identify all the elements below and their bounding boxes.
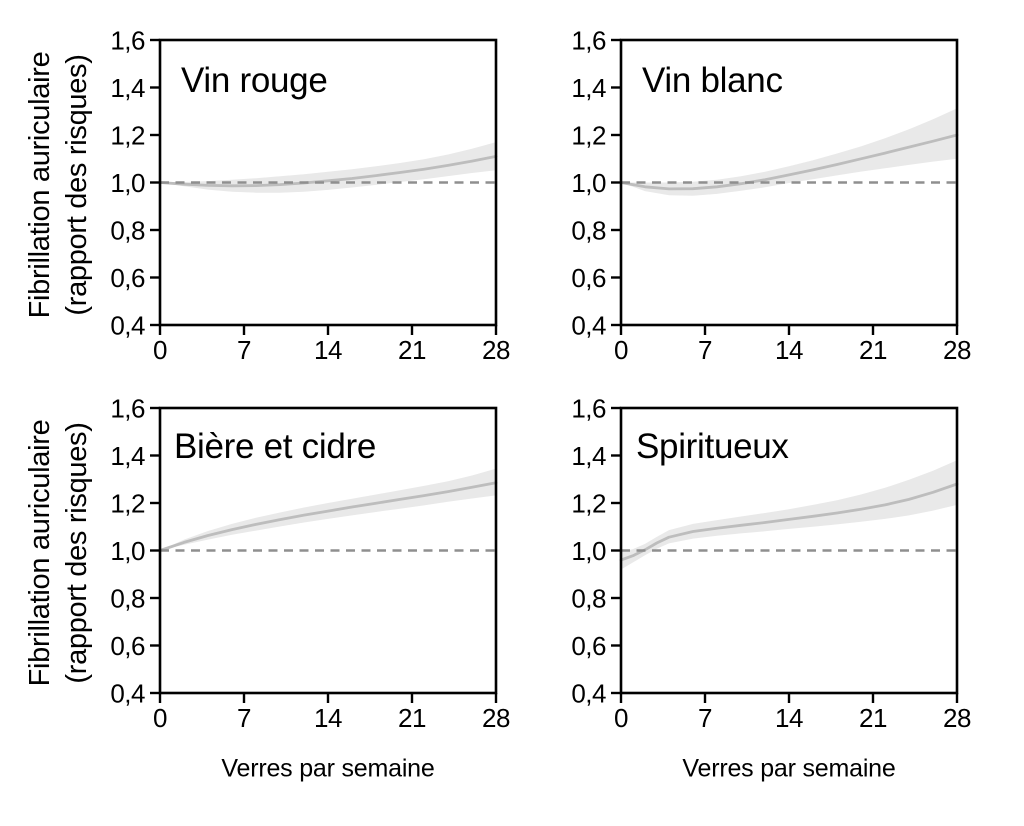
y-tick-label: 0,4 [571,679,606,709]
x-tick-label: 28 [943,335,971,365]
x-tick-label: 14 [314,335,342,365]
y-tick-label: 1,6 [571,394,606,424]
y-tick-label: 0,6 [571,631,606,661]
y-tick-label: 1,4 [110,73,145,103]
chart-panel-spiritueux: 0,4 0,6 0,8 1,0 1,2 1,4 1,6 0 7 14 21 28 [571,394,971,734]
x-tick-label: 0 [614,335,628,365]
y-tick-label: 1,6 [571,26,606,56]
hazard-ratio-curve [619,482,959,562]
y-tick-label: 0,6 [571,263,606,293]
y-tick-label: 1,2 [110,121,145,151]
y-axis-label-bottom-row: Fibrillation auriculaire (rapport des ri… [22,420,96,687]
x-tick-label: 7 [237,335,251,365]
x-tick-label: 14 [775,703,803,733]
y-tick-label: 0,4 [110,679,145,709]
x-tick-label: 7 [237,703,251,733]
y-tick-label: 1,2 [571,121,606,151]
y-axis-label-line1: Fibrillation auriculaire [24,419,56,687]
x-tick-label: 21 [398,335,426,365]
y-tick-label: 1,2 [110,489,145,519]
x-tick-label: 14 [314,703,342,733]
y-axis-label-line2: (rapport des risques) [61,422,93,684]
y-axis-label-top-row: Fibrillation auriculaire (rapport des ri… [22,52,96,319]
y-tick-label: 1,0 [110,168,145,198]
hazard-ratio-curve [158,481,498,552]
confidence-band [621,460,957,570]
x-tick-label: 14 [775,335,803,365]
panel-title-biere-cidre: Bière et cidre [174,427,377,466]
x-tick-label: 21 [859,703,887,733]
y-tick-label: 0,4 [110,311,145,341]
y-tick-label: 0,8 [110,584,145,614]
y-tick-label: 1,4 [571,73,606,103]
x-tick-label: 7 [698,335,712,365]
y-tick-label: 1,0 [571,168,606,198]
x-tick-label: 21 [398,703,426,733]
x-tick-label: 0 [153,703,167,733]
y-tick-label: 1,6 [110,26,145,56]
y-tick-label: 0,6 [110,263,145,293]
confidence-band [160,142,496,193]
x-tick-label: 0 [614,703,628,733]
hazard-ratio-curve [158,154,498,188]
x-axis-label-right: Verres par semaine [682,754,896,783]
y-axis-label-line1: Fibrillation auriculaire [24,51,56,319]
chart-panel-biere-cidre: 0,4 0,6 0,8 1,0 1,2 1,4 1,6 0 7 14 21 28 [110,394,510,734]
y-tick-label: 1,4 [571,441,606,471]
y-tick-label: 0,8 [571,216,606,246]
y-tick-label: 0,6 [110,631,145,661]
y-axis-label-line2: (rapport des risques) [61,54,93,316]
panel-title-vin-blanc: Vin blanc [642,61,783,100]
y-tick-label: 0,8 [571,584,606,614]
confidence-band [160,468,496,551]
x-tick-label: 21 [859,335,887,365]
x-tick-label: 28 [482,335,510,365]
panel-title-spiritueux: Spiritueux [636,427,789,466]
y-tick-label: 0,8 [110,216,145,246]
x-tick-label: 7 [698,703,712,733]
panel-title-vin-rouge: Vin rouge [181,61,328,100]
y-tick-label: 1,2 [571,489,606,519]
x-tick-label: 28 [482,703,510,733]
x-tick-label: 28 [943,703,971,733]
x-axis-label-left: Verres par semaine [221,754,435,783]
y-tick-label: 1,6 [110,394,145,424]
y-tick-label: 1,0 [571,536,606,566]
y-tick-label: 1,0 [110,536,145,566]
y-tick-label: 0,4 [571,311,606,341]
chart-panel-vin-blanc: 0,4 0,6 0,8 1,0 1,2 1,4 1,6 0 7 14 21 28 [571,26,971,366]
x-tick-label: 0 [153,335,167,365]
hazard-ratio-curve [619,133,959,191]
y-tick-label: 1,4 [110,441,145,471]
chart-panel-vin-rouge: 0,4 0,6 0,8 1,0 1,2 1,4 1,6 0 7 14 21 28 [110,26,510,366]
